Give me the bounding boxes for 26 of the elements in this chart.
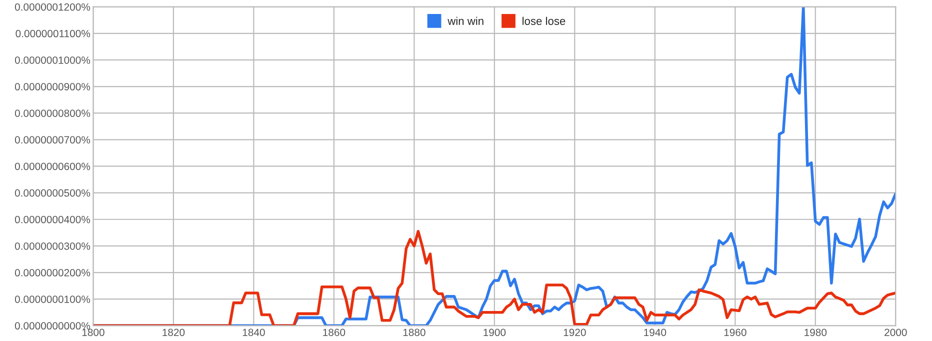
y-tick-label: 0.0000000200% <box>14 269 90 276</box>
y-tick-label: 0.0000001200% <box>14 3 90 11</box>
y-tick-label: 0.0000001000% <box>14 56 90 64</box>
legend-label: lose lose <box>522 16 566 25</box>
x-tick-label: 1840 <box>242 328 265 336</box>
y-tick-label: 0.0000000300% <box>14 242 90 250</box>
y-tick-label: 0.0000000500% <box>14 189 90 197</box>
x-tick-label: 1900 <box>484 328 506 336</box>
x-tick-label: 2000 <box>884 328 907 336</box>
y-tick-label: 0.0000000000% <box>14 322 90 330</box>
y-tick-label: 0.0000000700% <box>14 136 90 144</box>
x-tick-label: 1880 <box>403 328 426 336</box>
x-tick-label: 1920 <box>564 328 586 336</box>
x-tick-label: 1980 <box>804 328 827 336</box>
x-tick-label: 1860 <box>323 328 346 336</box>
x-tick-label: 1820 <box>162 328 185 336</box>
y-tick-label: 0.0000000400% <box>14 216 90 224</box>
x-tick-label: 1940 <box>644 328 666 336</box>
x-tick-label: 1800 <box>82 328 104 336</box>
y-tick-label: 0.0000001100% <box>16 30 90 38</box>
y-tick-label: 0.0000000100% <box>14 296 90 303</box>
y-tick-label: 0.0000000600% <box>14 162 90 170</box>
y-tick-label: 0.0000000800% <box>14 110 90 117</box>
legend-label: win win <box>448 16 484 25</box>
y-tick-label: 0.0000000900% <box>14 83 90 90</box>
x-tick-label: 1960 <box>724 328 746 336</box>
